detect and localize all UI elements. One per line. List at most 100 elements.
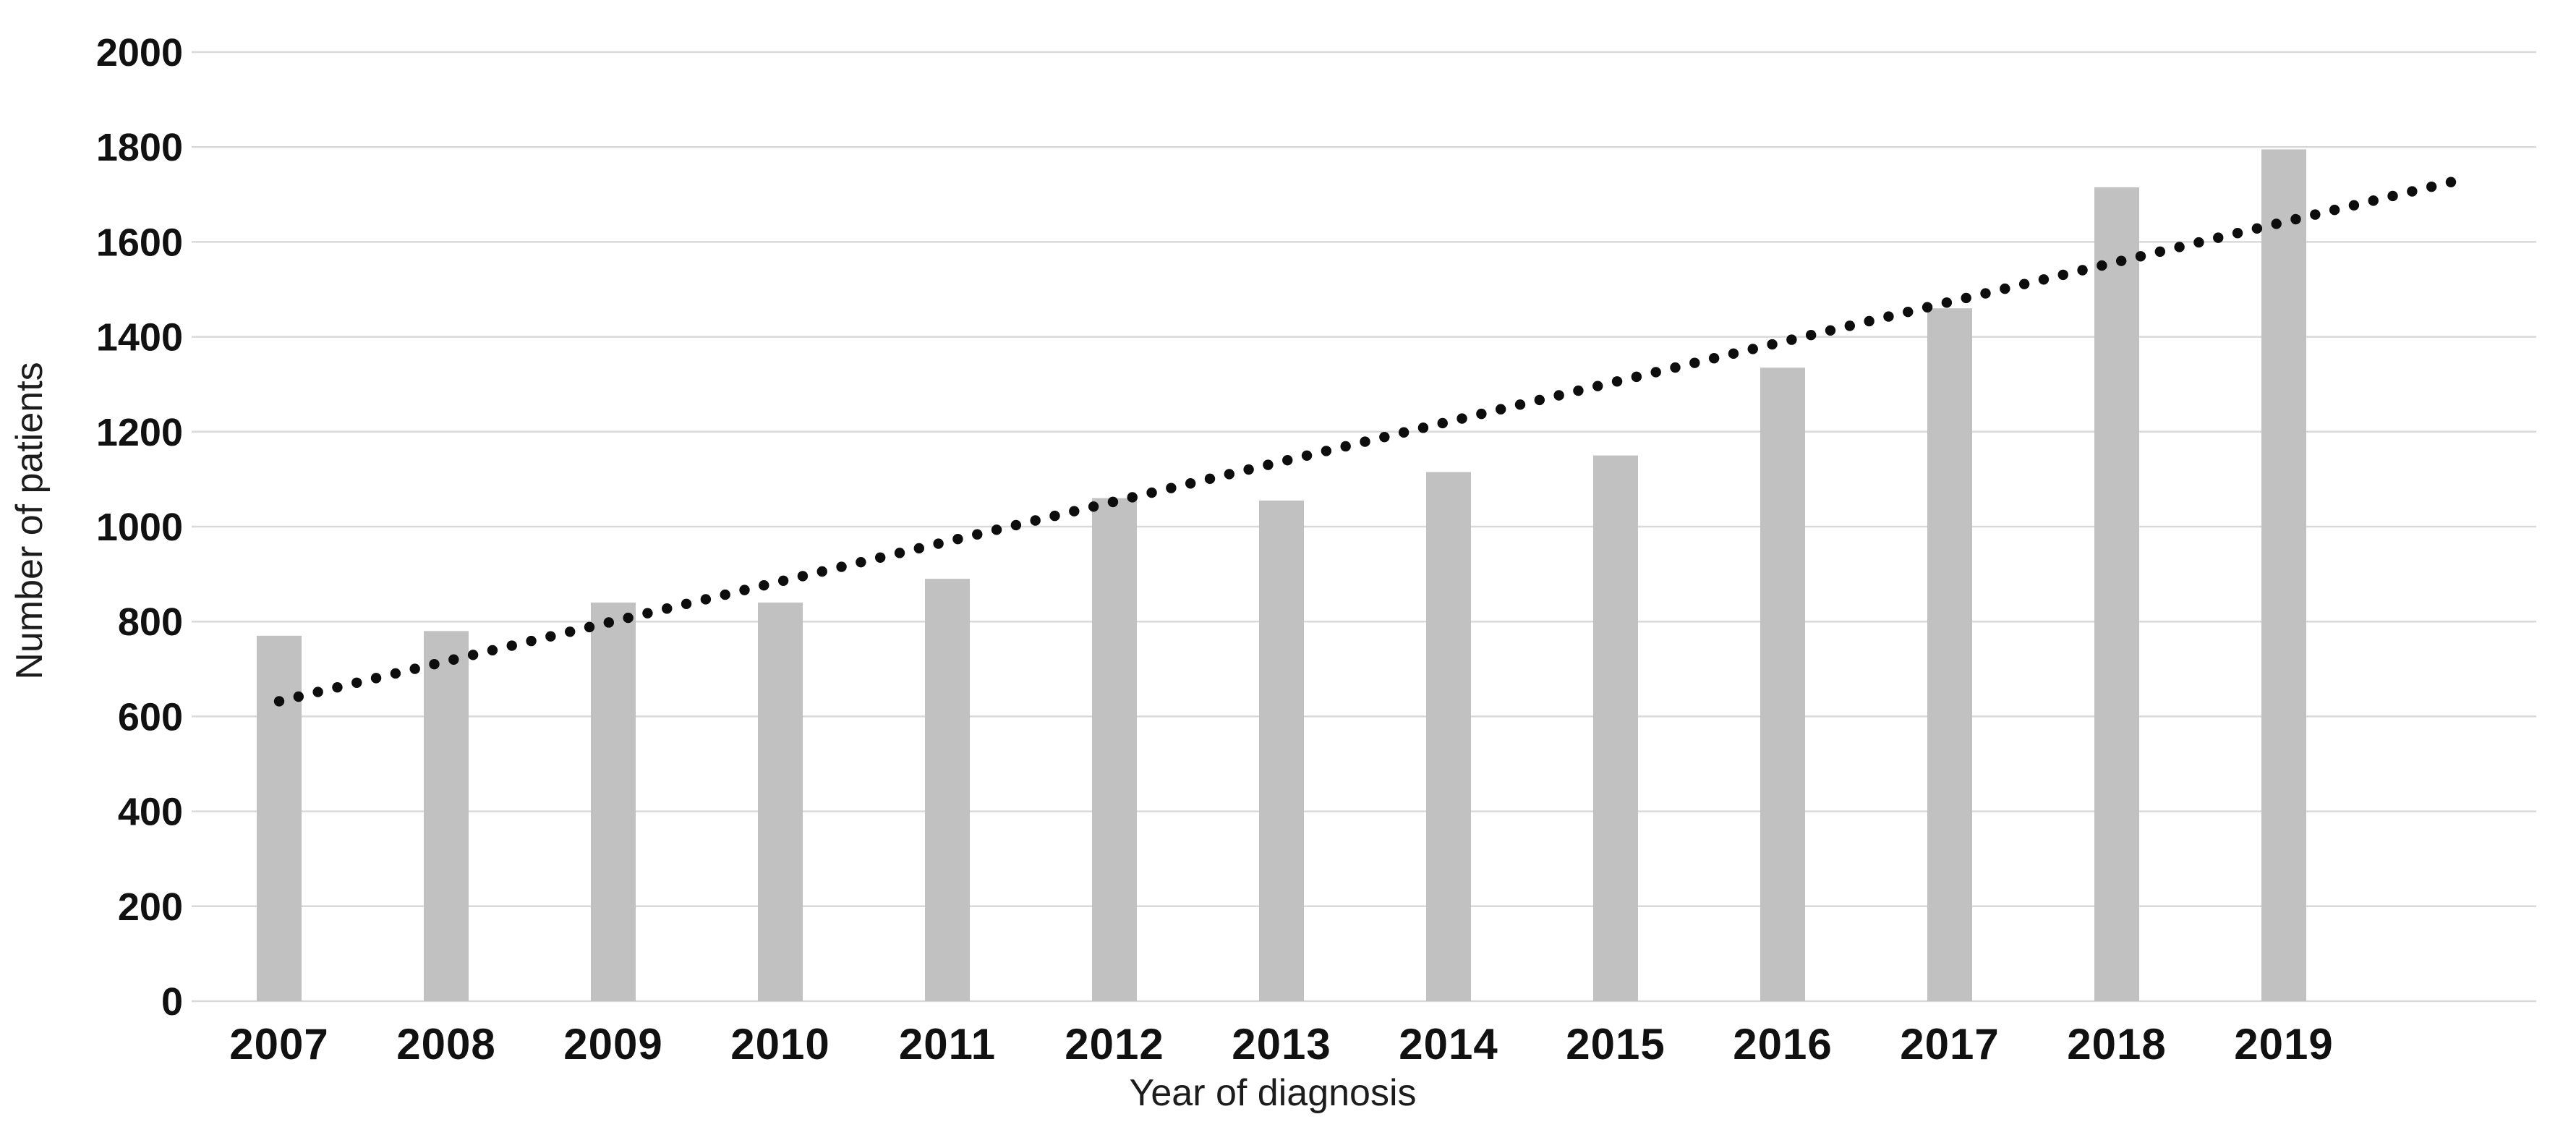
x-tick-label-2013: 2013 [1232,1020,1331,1068]
y-tick-label-2000: 2000 [96,31,183,75]
trendline-dot [739,584,750,595]
y-tick-label-800: 800 [118,600,183,644]
trendline-dot [506,640,517,651]
trendline-dot [1611,376,1623,387]
y-tick-label-0: 0 [161,980,183,1024]
y-axis-title: Number of patients [9,362,51,679]
trendline-dot [1010,519,1022,531]
trendline-dot [1573,385,1584,396]
trendline-dot [1146,487,1157,498]
trendline-dot [2213,232,2224,243]
bar-2013 [1259,500,1304,1001]
trendline-dot [623,612,634,624]
trendline-dot [1127,492,1138,503]
trendline-dot [1282,455,1293,466]
trendline-dot [2077,265,2088,276]
trendline-dot [467,650,479,660]
bar-2010 [758,602,803,1001]
trendline-dot [1631,371,1642,383]
trendline-dot [2329,204,2340,216]
trendline-dot [1224,469,1235,480]
trendline-dot [1883,311,1894,322]
trendline-dot [933,538,944,549]
trendline-dot [1088,501,1099,512]
trendline-dot [1689,357,1700,368]
bar-2008 [424,631,469,1001]
trendline-dot [1263,459,1274,470]
bar-2009 [591,602,636,1001]
trendline-dot [1379,431,1390,443]
trendline-dot [1864,315,1875,327]
trendline-dot [584,621,595,633]
x-tick-label-2012: 2012 [1065,1020,1164,1068]
trendline-dot [2038,274,2050,285]
x-tick-label-2008: 2008 [396,1020,495,1068]
trendline-dot [836,561,847,572]
trendline-dot [1321,446,1332,456]
trendline-dot [1204,473,1216,485]
bar-2011 [925,579,970,1001]
trendline-dot [370,673,382,684]
x-tick-label-2015: 2015 [1566,1020,1665,1068]
trendline-dot [1592,381,1603,391]
trendline-dot [2018,279,2030,289]
trendline-dot [2310,209,2321,220]
trendline-dot [1961,292,1971,304]
trendline-dot [972,529,983,540]
trendline-dot [1747,344,1758,354]
trendline-dot [2251,223,2263,234]
trendline-dot [2387,190,2398,202]
y-tick-label-1600: 1600 [96,221,183,264]
trendline-dot [293,691,304,702]
tick-labels: 0 200 400 600 800 1000 1200 1400 1600 1800 2000 200… [96,31,2333,1068]
trendline-dot [1650,367,1661,378]
trendline-dot [1495,404,1506,415]
trendline-dot [2368,195,2379,206]
trendline-dot [2445,177,2457,187]
x-tick-label-2014: 2014 [1399,1020,1498,1068]
trendline-dot [662,603,673,614]
trendline-dot [1534,394,1545,406]
trendline-dot [2426,181,2437,192]
trendline-dot [2271,218,2282,229]
trendline-dot [312,686,323,697]
gridlines [192,51,2536,1003]
bar-2007 [257,635,302,1001]
trendline-dot [1903,306,1914,318]
trendline-dot [1166,483,1177,493]
trendline-dot [894,548,905,558]
trendline-dot [487,645,498,656]
trendline-dot [1243,464,1254,475]
y-tick-label-1200: 1200 [96,411,183,454]
trendline-dot [1398,427,1409,438]
trendline-dot [681,598,692,610]
trendline-dot [2290,213,2301,225]
trendline-dot [2193,237,2204,248]
trendline-dot [1107,496,1119,508]
bar-2017 [1927,308,1972,1001]
trendline-dot [816,566,827,577]
y-tick-label-1800: 1800 [96,126,183,169]
x-tick-label-2016: 2016 [1733,1020,1832,1068]
trendline-dot [874,552,886,563]
trendline-dot [390,668,401,679]
trendline-dot [409,663,420,674]
trendline-dot [448,654,459,665]
bar-2015 [1593,455,1638,1001]
y-tick-label-200: 200 [118,885,183,929]
trendline-dot [913,543,925,554]
trendline-dot [1805,329,1817,341]
trendline-dot [1185,478,1196,489]
trendline-dot [1340,441,1351,452]
trendline-dot [856,556,866,568]
x-axis-title: Year of diagnosis [1129,1072,1416,1114]
y-tick-label-1400: 1400 [96,316,183,360]
y-tick-label-600: 600 [118,695,183,739]
trendline-dot [759,580,769,591]
trendline-dot [1457,413,1467,424]
trendline-dot [2174,242,2185,252]
trendline-dot [2000,283,2010,294]
bar-2014 [1426,472,1471,1001]
